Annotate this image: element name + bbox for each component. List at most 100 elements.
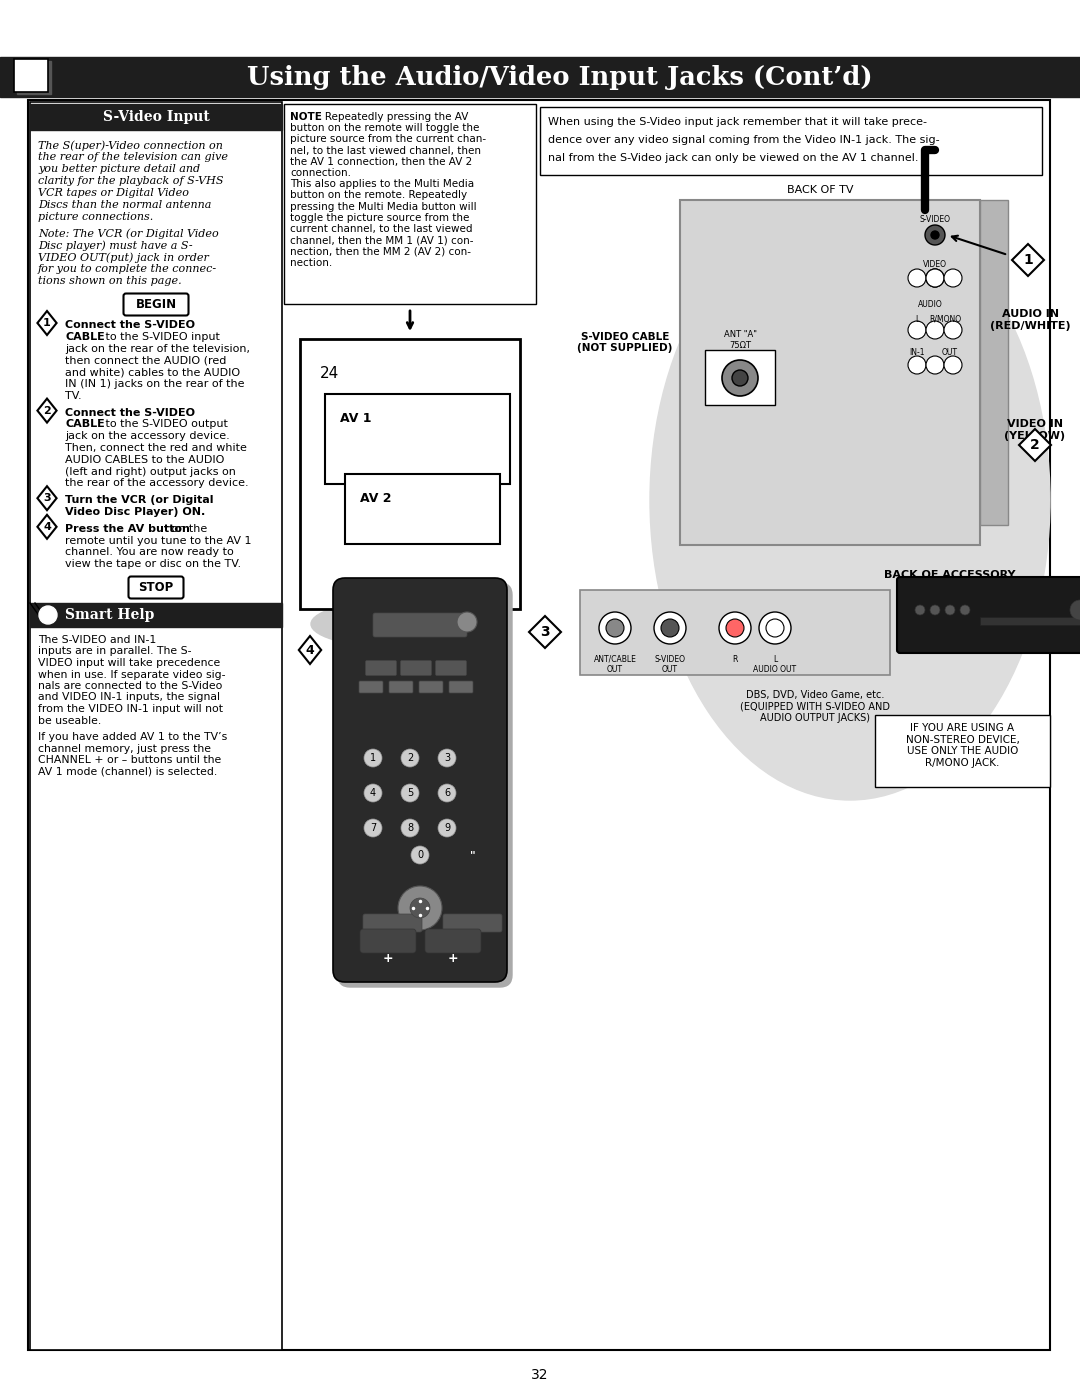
Text: channel memory, just press the: channel memory, just press the [38, 743, 211, 753]
Bar [580, 590, 890, 675]
Bar [325, 394, 510, 483]
Bar [30, 103, 282, 130]
Text: 32: 32 [531, 1368, 549, 1382]
Text: CABLE: CABLE [65, 419, 105, 429]
Text: ANT "A": ANT "A" [724, 330, 756, 339]
Text: 7: 7 [369, 823, 376, 833]
Circle shape [401, 784, 419, 802]
Text: AUDIO IN
(RED/WHITE): AUDIO IN (RED/WHITE) [989, 309, 1070, 331]
Text: Turn the VCR (or Digital: Turn the VCR (or Digital [65, 495, 214, 506]
Text: jack on the rear of the television,: jack on the rear of the television, [65, 344, 249, 353]
Text: BACK OF TV: BACK OF TV [786, 184, 853, 196]
Text: inputs are in parallel. The S-: inputs are in parallel. The S- [38, 647, 191, 657]
Text: 1: 1 [43, 319, 51, 328]
Polygon shape [299, 636, 321, 664]
Circle shape [926, 356, 944, 374]
Polygon shape [38, 515, 56, 539]
Text: ": " [470, 849, 476, 861]
Text: on the: on the [168, 524, 207, 534]
Circle shape [908, 356, 926, 374]
Text: 4: 4 [43, 522, 51, 532]
Bar [875, 715, 1050, 787]
Text: When using the S-Video input jack remember that it will take prece-: When using the S-Video input jack rememb… [548, 117, 927, 127]
FancyBboxPatch shape [373, 613, 467, 637]
Circle shape [1070, 599, 1080, 620]
Text: the rear of the television can give: the rear of the television can give [38, 152, 228, 162]
Polygon shape [529, 616, 561, 648]
Bar [980, 200, 1008, 525]
Text: nals are connected to the S-Video: nals are connected to the S-Video [38, 680, 222, 692]
Text: 2: 2 [43, 405, 51, 415]
Text: for you to complete the connec-: for you to complete the connec- [38, 264, 217, 274]
Text: 9: 9 [444, 823, 450, 833]
Circle shape [401, 819, 419, 837]
Circle shape [766, 619, 784, 637]
Circle shape [732, 370, 748, 386]
Text: to the S-VIDEO output: to the S-VIDEO output [102, 419, 228, 429]
Text: 24: 24 [320, 366, 339, 381]
Text: 8: 8 [407, 823, 413, 833]
FancyBboxPatch shape [426, 929, 481, 953]
Text: Connect the S-VIDEO: Connect the S-VIDEO [65, 408, 195, 418]
Circle shape [438, 784, 456, 802]
Text: channel. You are now ready to: channel. You are now ready to [65, 548, 233, 557]
Circle shape [908, 270, 926, 286]
Text: AV 2: AV 2 [360, 492, 391, 504]
FancyBboxPatch shape [365, 661, 396, 676]
Text: IN (IN 1) jacks on the rear of the: IN (IN 1) jacks on the rear of the [65, 379, 244, 388]
Circle shape [945, 605, 955, 615]
Text: Connect the S-VIDEO: Connect the S-VIDEO [65, 320, 195, 330]
Text: VIDEO OUT(put) jack in order: VIDEO OUT(put) jack in order [38, 251, 208, 263]
Circle shape [457, 612, 477, 631]
Text: 3: 3 [540, 624, 550, 638]
Text: 0: 0 [417, 849, 423, 861]
Text: The S(uper)-Video connection on: The S(uper)-Video connection on [38, 140, 222, 151]
Text: and white) cables to the AUDIO: and white) cables to the AUDIO [65, 367, 240, 377]
Text: VIDEO: VIDEO [923, 260, 947, 270]
Text: Note: The VCR (or Digital Video: Note: The VCR (or Digital Video [38, 228, 219, 239]
Text: picture source from the current chan-: picture source from the current chan- [291, 134, 486, 144]
Text: 75ΩT: 75ΩT [729, 341, 751, 351]
FancyBboxPatch shape [363, 914, 422, 932]
Text: +: + [448, 953, 458, 965]
Text: be useable.: be useable. [38, 715, 102, 725]
Text: BEGIN: BEGIN [135, 298, 176, 312]
Text: +: + [382, 953, 393, 965]
Bar [705, 351, 775, 405]
Circle shape [924, 225, 945, 244]
Text: L
AUDIO OUT: L AUDIO OUT [754, 655, 797, 675]
Circle shape [926, 321, 944, 339]
Bar [28, 101, 1050, 1350]
Text: 2: 2 [1030, 439, 1040, 453]
Text: OUT: OUT [942, 348, 958, 358]
Text: jack on the accessory device.: jack on the accessory device. [65, 432, 230, 441]
Text: AV 1 mode (channel) is selected.: AV 1 mode (channel) is selected. [38, 767, 217, 777]
Bar [980, 617, 1080, 624]
Bar [540, 108, 1042, 175]
Circle shape [944, 321, 962, 339]
Text: ANT/CABLE
OUT: ANT/CABLE OUT [594, 655, 636, 675]
Text: picture connections.: picture connections. [38, 212, 153, 222]
Text: If you have added AV 1 to the TV’s: If you have added AV 1 to the TV’s [38, 732, 227, 742]
FancyBboxPatch shape [401, 661, 432, 676]
Text: R: R [732, 655, 738, 664]
FancyBboxPatch shape [449, 680, 473, 693]
Text: STOP: STOP [138, 581, 174, 594]
Circle shape [364, 819, 382, 837]
Bar [30, 102, 282, 1350]
Text: L: L [915, 314, 919, 324]
Text: CHANNEL + or – buttons until the: CHANNEL + or – buttons until the [38, 754, 221, 766]
Circle shape [726, 619, 744, 637]
Text: pressing the Multi Media button will: pressing the Multi Media button will [291, 201, 476, 211]
Text: dence over any video signal coming from the Video IN-1 jack. The sig-: dence over any video signal coming from … [548, 136, 940, 145]
Circle shape [926, 270, 944, 286]
Circle shape [723, 360, 758, 395]
Bar [300, 339, 519, 609]
Text: nel, to the last viewed channel, then: nel, to the last viewed channel, then [291, 145, 481, 155]
Circle shape [908, 321, 926, 339]
Text: AV 1: AV 1 [340, 412, 372, 425]
Circle shape [39, 606, 57, 624]
Text: VCR tapes or Digital Video: VCR tapes or Digital Video [38, 189, 189, 198]
Text: This also applies to the Multi Media: This also applies to the Multi Media [291, 179, 474, 189]
Text: 1: 1 [1023, 253, 1032, 267]
